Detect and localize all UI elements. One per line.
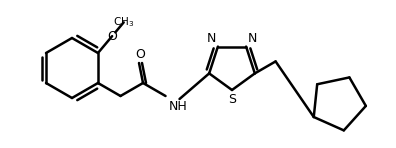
- Text: N: N: [207, 32, 216, 45]
- Text: NH: NH: [169, 100, 187, 113]
- Text: O: O: [135, 48, 145, 61]
- Text: S: S: [228, 93, 236, 106]
- Text: O: O: [107, 30, 117, 43]
- Text: CH$_3$: CH$_3$: [113, 15, 134, 29]
- Text: N: N: [248, 32, 257, 45]
